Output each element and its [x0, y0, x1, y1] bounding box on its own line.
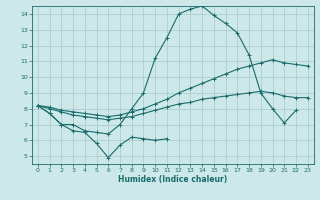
X-axis label: Humidex (Indice chaleur): Humidex (Indice chaleur)	[118, 175, 228, 184]
